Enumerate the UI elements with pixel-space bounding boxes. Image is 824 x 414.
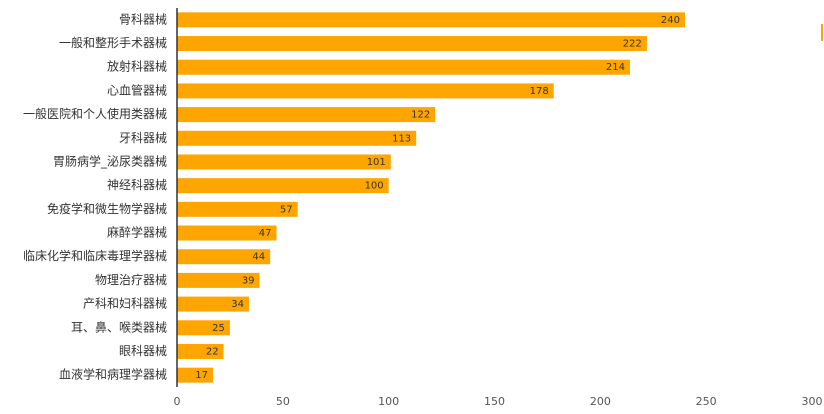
x-tick-label: 50: [276, 395, 290, 408]
x-tick-label: 150: [484, 395, 505, 408]
bar: [177, 12, 685, 28]
bar: [177, 130, 417, 146]
y-tick-label: 胃肠病学_泌尿类器械: [53, 153, 167, 168]
bar: [177, 320, 230, 336]
value-label: 57: [280, 204, 293, 215]
bar: [177, 272, 260, 288]
bar: [177, 59, 630, 75]
y-tick-label: 麻醉学器械: [107, 225, 167, 240]
y-tick-label: 免疫学和微生物学器械: [47, 201, 167, 216]
y-tick-label: 耳、鼻、喉类器械: [71, 319, 167, 334]
bar: [177, 367, 213, 383]
value-label: 122: [411, 110, 430, 121]
y-tick-label: 物理治疗器械: [95, 272, 167, 287]
bar: [177, 154, 391, 170]
bar: [177, 36, 647, 52]
y-tick-label: 放射科器械: [107, 59, 167, 74]
bar: [177, 178, 389, 194]
x-tick-label: 250: [696, 395, 717, 408]
bar: [177, 343, 224, 359]
bar: [177, 201, 298, 217]
y-tick-label: 一般和整形手术器械: [59, 35, 167, 50]
y-tick-label: 心血管器械: [107, 82, 167, 97]
value-label: 17: [195, 370, 208, 381]
y-tick-label: 血液学和病理学器械: [59, 367, 167, 382]
value-label: 100: [365, 181, 384, 192]
value-label: 240: [661, 15, 680, 26]
bar: [177, 225, 277, 241]
y-tick-label: 产科和妇科器械: [83, 296, 167, 311]
value-label: 101: [367, 157, 386, 168]
value-label: 113: [392, 133, 411, 144]
legend-marker: [821, 24, 823, 41]
bar: [177, 249, 271, 265]
value-label: 222: [623, 39, 642, 50]
y-tick-label: 临床化学和临床毒理学器械: [23, 248, 167, 263]
y-tick-label: 神经科器械: [107, 177, 167, 192]
y-tick-label: 牙科器械: [119, 130, 167, 145]
value-label: 47: [259, 228, 272, 239]
value-label: 22: [206, 346, 219, 357]
x-tick-label: 100: [378, 395, 399, 408]
value-label: 44: [252, 252, 265, 263]
bar: [177, 296, 249, 312]
value-label: 178: [530, 86, 549, 97]
y-tick-label: 一般医院和个人使用类器械: [23, 106, 167, 121]
value-label: 34: [231, 299, 244, 310]
bar: [177, 83, 554, 99]
x-tick-label: 200: [590, 395, 611, 408]
value-label: 25: [212, 323, 225, 334]
x-tick-label: 300: [802, 395, 823, 408]
value-label: 214: [606, 62, 625, 73]
x-tick-label: 0: [174, 395, 181, 408]
bar: [177, 107, 436, 123]
y-tick-label: 骨科器械: [119, 11, 167, 26]
value-label: 39: [242, 275, 255, 286]
y-tick-label: 眼科器械: [119, 343, 167, 358]
